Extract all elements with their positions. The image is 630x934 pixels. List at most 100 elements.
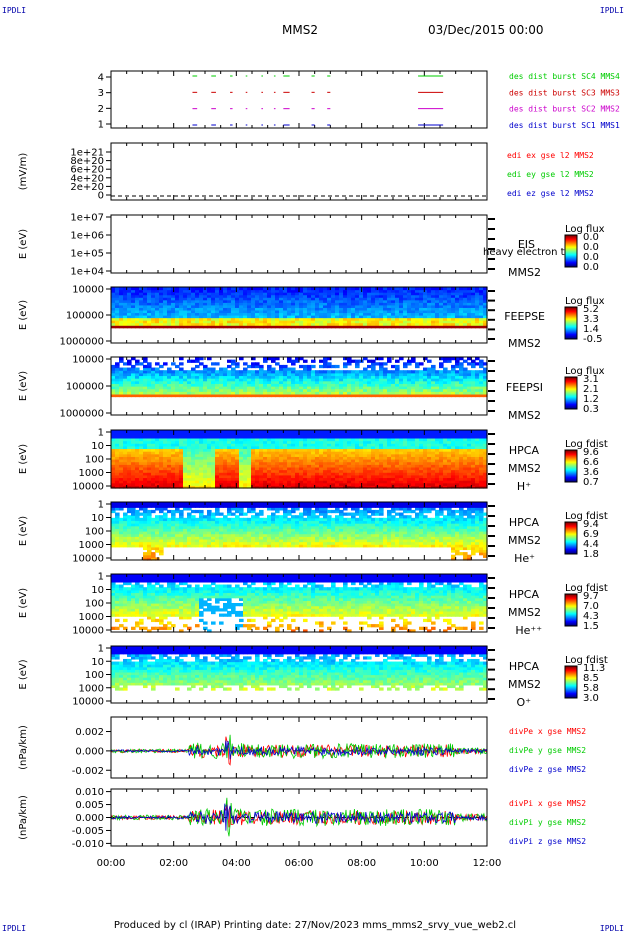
feepsi-pixel [139, 362, 144, 366]
panel-frame-0 [110, 70, 488, 129]
feepse-pixel [419, 287, 424, 291]
feepse-pixel [467, 315, 472, 319]
feepse-pixel [467, 292, 472, 296]
feepsi-pixel [387, 388, 392, 392]
hpca-h-pixel [443, 459, 448, 463]
feepse-pixel [475, 294, 480, 298]
hpca-h-pixel [315, 485, 320, 489]
feepse-pixel [403, 307, 408, 311]
feepse-colorbar-cell [565, 320, 577, 322]
hpca-h-pixel [191, 443, 196, 447]
hpca-h-pixel [223, 464, 228, 468]
feepsi-pixel [303, 359, 308, 363]
feepse-pixel [419, 297, 424, 301]
hpca-h-pixel [183, 459, 188, 463]
feepse-pixel [423, 312, 428, 316]
burst-legend-2: des dist burst SC3 MMS3 [509, 88, 620, 97]
feepsi-pixel [263, 388, 268, 392]
feepsi-pixel [151, 386, 156, 390]
feepse-pixel [323, 320, 328, 324]
feepsi-pixel [187, 391, 192, 395]
feepse-pixel [231, 294, 236, 298]
feepse-pixel [295, 317, 300, 321]
hpca-h-pixel [235, 445, 240, 450]
feepse-pixel [299, 315, 304, 319]
feepse-pixel [459, 325, 464, 329]
hpca-h-pixel [231, 459, 236, 463]
feepsi-pixel [371, 391, 376, 395]
hpca-h-pixel [315, 469, 320, 473]
feepse-pixel [323, 289, 328, 293]
feepse-pixel [219, 302, 224, 306]
feepsi-pixel [455, 375, 460, 379]
feepsi-pixel [215, 362, 220, 366]
feepse-pixel [255, 297, 260, 301]
feepse-pixel [443, 304, 448, 308]
hpca-h-pixel [367, 480, 372, 484]
feepse-pixel [431, 287, 436, 291]
hpca-h-pixel [195, 432, 200, 436]
hpca-h-pixel [191, 440, 196, 444]
feepse-pixel [367, 309, 372, 314]
feepsi-pixel [375, 370, 380, 374]
hpca-h-pixel [447, 461, 452, 465]
feepse-pixel [227, 289, 232, 293]
feepsi-pixel [447, 375, 452, 379]
hpca-h-pixel [231, 464, 236, 468]
feepsi-pixel [359, 375, 364, 379]
hpca-h-pixel [443, 466, 448, 471]
feepse-pixel [299, 297, 304, 301]
feepse-pixel [275, 325, 280, 329]
feepsi-colorbar-tick: 0.3 [583, 404, 599, 415]
hpca-h-pixel [399, 437, 404, 442]
feepsi-pixel [343, 372, 348, 377]
hpca-h-pixel [319, 437, 324, 442]
feepse-pixel [471, 297, 476, 301]
feepse-pixel [247, 309, 252, 314]
feepse-pixel [375, 307, 380, 311]
hpca-h-pixel [251, 474, 256, 479]
feepsi-pixel [383, 393, 388, 398]
feepse-pixel [295, 309, 300, 314]
feepsi-pixel [343, 357, 348, 361]
feepsi-colorbar-cell [565, 390, 577, 392]
feepse-pixel [339, 302, 344, 306]
hpca-h-pixel [299, 437, 304, 442]
hpca-h-pixel [255, 432, 260, 436]
feepsi-pixel [183, 393, 188, 398]
hpca-h-pixel [231, 482, 236, 486]
hpca-h-pixel [339, 443, 344, 447]
feepse-pixel [191, 289, 196, 293]
feepsi-pixel [399, 375, 404, 379]
feepse-pixel [187, 299, 192, 303]
hpca-h-pixel [279, 480, 284, 484]
hpca-h-pixel [131, 453, 136, 457]
feepse-pixel [167, 322, 172, 326]
hpca-h-pixel [367, 453, 372, 457]
feepse-pixel [359, 299, 364, 303]
hpca-h-pixel [187, 477, 192, 481]
hpca-h-pixel [303, 437, 308, 442]
feepsi-pixel [159, 388, 164, 392]
hpca-h-pixel [371, 485, 376, 489]
feepsi-pixel [403, 372, 408, 377]
hpca-h-pixel [139, 456, 144, 460]
feepse-pixel [407, 320, 412, 324]
feepse-pixel [347, 315, 352, 319]
feepse-pixel [215, 325, 220, 329]
feepse-pixel [191, 322, 196, 326]
hpca-h-pixel [275, 440, 280, 444]
feepsi-pixel [403, 393, 408, 398]
hpca-h-pixel [427, 469, 432, 473]
hpca-h-pixel [243, 430, 248, 434]
feepsi-pixel [403, 364, 408, 369]
hpca-h-pixel [163, 430, 168, 434]
hpca-h-pixel [223, 440, 228, 444]
hpca-h-pixel [111, 451, 116, 455]
feepsi-pixel [135, 383, 140, 387]
feepse-pixel [467, 299, 472, 303]
hpca-h-pixel [155, 430, 160, 434]
feepse-pixel [295, 322, 300, 326]
feepsi-pixel [235, 372, 240, 377]
feepsi-pixel [219, 380, 224, 384]
